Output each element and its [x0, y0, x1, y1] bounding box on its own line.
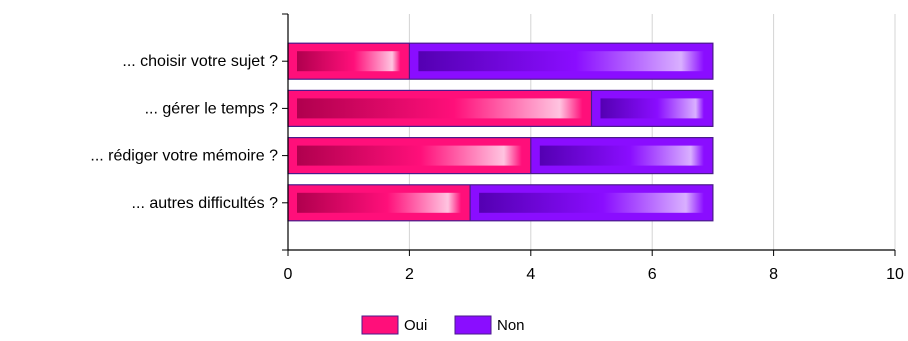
x-tick-label-0: 0 — [284, 266, 293, 283]
category-label-1: ... gérer le temps ? — [145, 100, 278, 117]
x-tick-label-6: 6 — [648, 266, 657, 283]
bars — [287, 42, 714, 222]
bar-shine-non-1 — [600, 98, 704, 119]
bar-shine-oui-1 — [297, 98, 583, 119]
legend-swatch-non — [454, 315, 492, 335]
bar-shine-oui-2 — [297, 145, 522, 166]
bar-shine-non-3 — [479, 192, 704, 213]
x-tick-label-8: 8 — [769, 266, 778, 283]
legend: Oui Non — [361, 315, 525, 335]
bar-shine-oui-3 — [297, 192, 462, 213]
legend-label-non: Non — [497, 317, 525, 334]
axes: ... choisir votre sujet ? ... gérer le te… — [90, 13, 904, 283]
category-label-0: ... choisir votre sujet ? — [122, 53, 278, 70]
bar-shine-non-0 — [418, 51, 704, 72]
x-tick-label-10: 10 — [886, 266, 904, 283]
category-label-3: ... autres difficultés ? — [132, 195, 279, 212]
x-tick-label-2: 2 — [405, 266, 414, 283]
category-label-2: ... rédiger votre mémoire ? — [90, 148, 278, 165]
x-tick-label-4: 4 — [526, 266, 535, 283]
legend-label-oui: Oui — [404, 317, 427, 334]
legend-swatch-oui — [361, 315, 399, 335]
bar-shine-oui-0 — [297, 51, 401, 72]
bar-shine-non-2 — [539, 145, 704, 166]
